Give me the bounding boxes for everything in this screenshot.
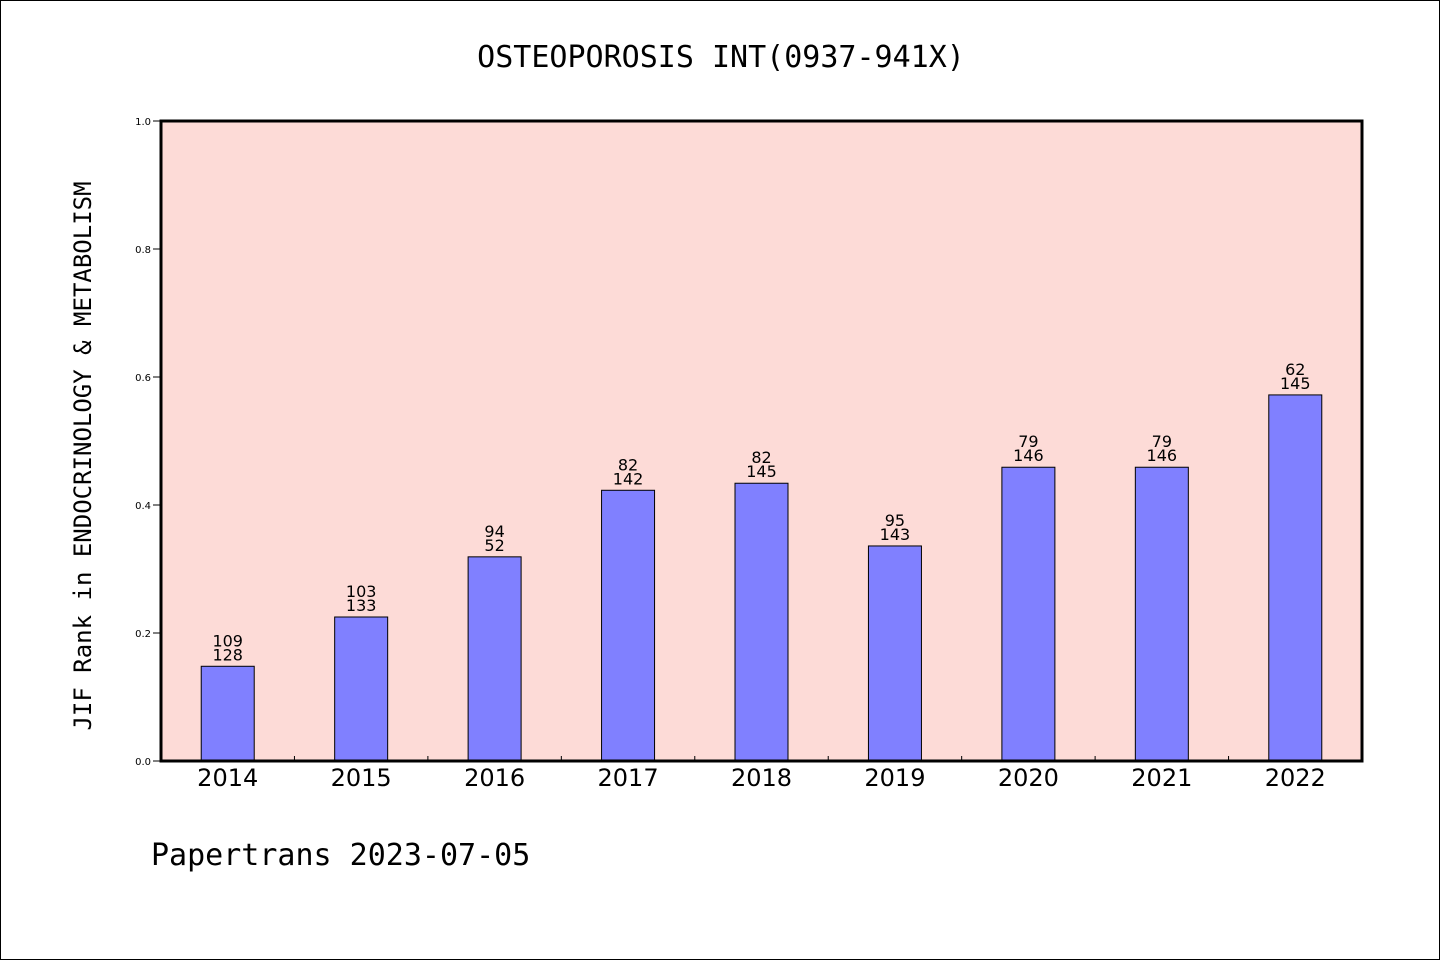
data-label-total: 133 <box>346 596 377 615</box>
y-tick-label: 0.4 <box>135 501 151 512</box>
data-label-total: 146 <box>1147 446 1178 465</box>
footer-note: Papertrans 2023-07-05 <box>151 838 530 873</box>
y-axis-label: JIF Rank in ENDOCRINOLOGY & METABOLISM <box>69 181 97 730</box>
data-label-rank: 79 <box>1152 432 1172 451</box>
data-label-rank: 82 <box>618 455 638 474</box>
bar-2021 <box>1134 466 1189 762</box>
y-tick-label: 0.6 <box>135 373 151 384</box>
data-label-rank: 95 <box>885 511 905 530</box>
data-label-total: 142 <box>613 469 644 488</box>
ticks-layer: 0.0 0.2 0.4 0.6 0.8 1.0 2014 2015 2016 2017 2018 20… <box>135 117 1326 792</box>
data-label-total: 145 <box>746 462 777 481</box>
data-label-rank: 103 <box>346 582 377 601</box>
plot-border <box>159 119 1364 763</box>
y-tick-label: 0.2 <box>135 629 151 640</box>
data-label-total: 128 <box>212 645 243 664</box>
x-tick-label-2021: 2021 <box>1131 764 1192 792</box>
bar-2015 <box>334 616 389 762</box>
x-tick-label-2017: 2017 <box>598 764 659 792</box>
x-tick-label-2014: 2014 <box>197 764 258 792</box>
data-label-rank: 79 <box>1018 432 1038 451</box>
bar-2018 <box>734 482 789 762</box>
x-tick-label-2019: 2019 <box>864 764 925 792</box>
data-label-total: 52 <box>484 536 504 555</box>
bars-layer <box>200 394 1323 762</box>
data-labels-layer: 1091281031339452821428214595143791467914… <box>212 360 1310 664</box>
bar-2020 <box>1001 466 1056 762</box>
x-tick-label-2022: 2022 <box>1265 764 1326 792</box>
data-label-rank: 82 <box>751 448 771 467</box>
chart-title: OSTEOPOROSIS INT(0937-941X) <box>477 40 965 75</box>
data-label-total: 143 <box>880 525 911 544</box>
bar-2016 <box>467 556 522 762</box>
x-tick-label-2018: 2018 <box>731 764 792 792</box>
data-label-total: 146 <box>1013 446 1044 465</box>
y-tick-label: 0.8 <box>135 245 151 256</box>
data-label-rank: 109 <box>212 631 243 650</box>
bar-2014 <box>200 665 255 762</box>
y-tick-label: 0.0 <box>135 757 151 768</box>
y-tick-label: 1.0 <box>135 117 151 128</box>
x-tick-label-2016: 2016 <box>464 764 525 792</box>
x-tick-label-2015: 2015 <box>331 764 392 792</box>
bar-2017 <box>601 489 656 762</box>
x-tick-label-2020: 2020 <box>998 764 1059 792</box>
data-label-rank: 62 <box>1285 360 1305 379</box>
bar-2019 <box>867 545 922 762</box>
bar-2022 <box>1268 394 1323 762</box>
data-label-rank: 94 <box>484 522 504 541</box>
data-label-total: 145 <box>1280 374 1311 393</box>
